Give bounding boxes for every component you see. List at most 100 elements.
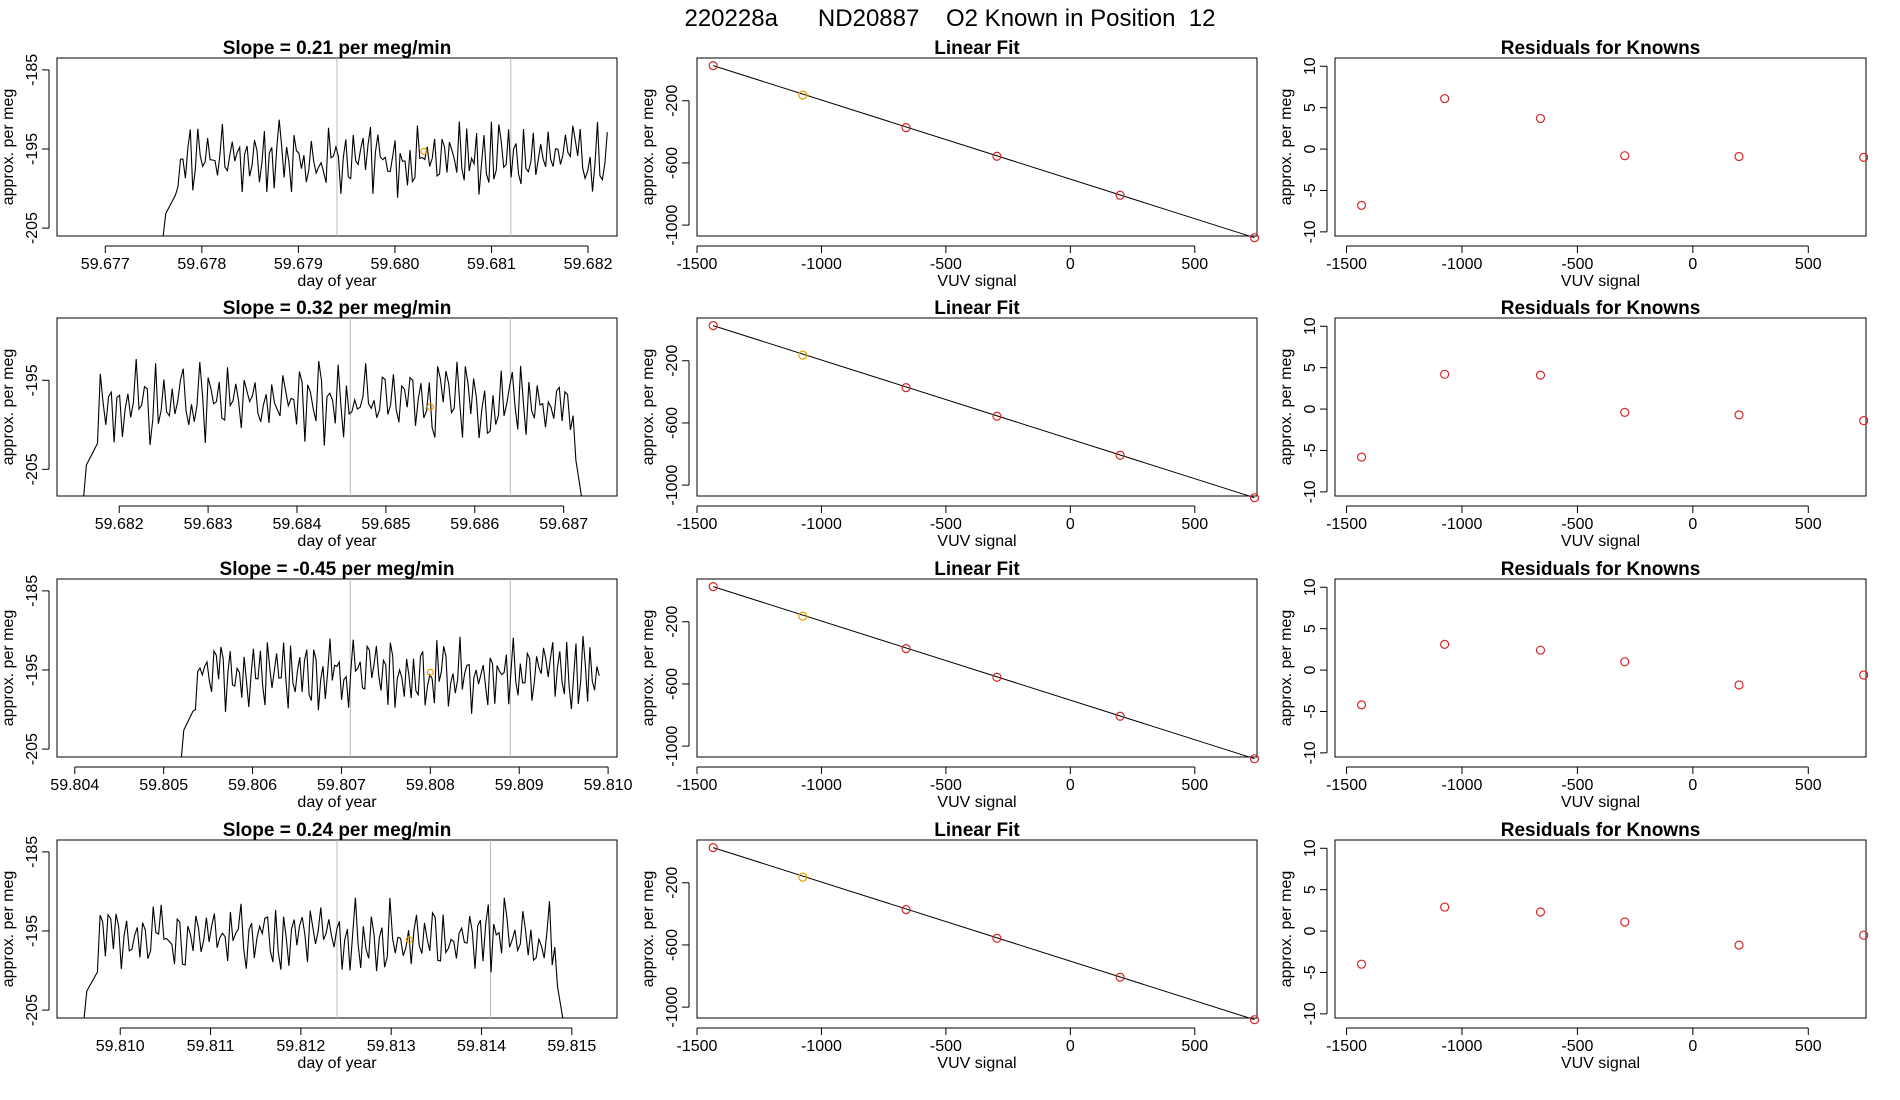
- x-tick-label: -1500: [677, 777, 718, 794]
- plot-frame: [1334, 839, 1867, 1019]
- series-line: [162, 119, 608, 237]
- y-tick-label: -600: [664, 147, 681, 179]
- x-tick-label: 500: [1181, 516, 1208, 533]
- x-tick-label: 0: [1066, 777, 1075, 794]
- data-point: [901, 644, 911, 654]
- x-tick-label: 59.810: [96, 1038, 145, 1055]
- panel-title: Slope = 0.32 per meg/min: [223, 298, 452, 319]
- y-tick-label: -205: [24, 994, 41, 1026]
- y-axis: -200 -600 -1000: [664, 867, 690, 1028]
- panel-title: Linear Fit: [934, 559, 1020, 580]
- x-tick-label: 500: [1181, 256, 1208, 273]
- data-point: [1115, 190, 1125, 200]
- data-point: [708, 61, 718, 71]
- residual-point: [1535, 645, 1546, 655]
- y-axis: -195 -205: [24, 364, 50, 485]
- x-axis: -1500 -1000 -500 0 500: [1326, 245, 1822, 273]
- y-tick-label: -185: [24, 575, 41, 607]
- y-tick-label: -200: [664, 345, 681, 377]
- y-axis-label: approx. per meg: [1278, 89, 1295, 206]
- y-tick-label: -5: [1302, 965, 1319, 979]
- fit-line: [713, 847, 1255, 1021]
- x-axis-label: VUV signal: [937, 273, 1016, 290]
- y-tick-label: -10: [1302, 1002, 1319, 1025]
- x-tick-label: 0: [1688, 256, 1697, 273]
- x-tick-label: -1500: [677, 1038, 718, 1055]
- y-axis-label: approx. per meg: [640, 610, 657, 727]
- x-tick-label: 0: [1066, 516, 1075, 533]
- residual-point: [1356, 959, 1367, 969]
- x-tick-label: -1000: [801, 1038, 842, 1055]
- x-tick-label: -1500: [1326, 1038, 1367, 1055]
- x-tick-label: 59.682: [564, 256, 613, 273]
- data-point: [1249, 754, 1260, 764]
- x-axis: 59.682 59.683 59.684 59.685 59.686 59.687: [95, 505, 588, 533]
- data-point: [992, 151, 1002, 161]
- y-tick-label: -10: [1302, 480, 1319, 503]
- plot-frame: [696, 578, 1258, 758]
- x-tick-label: -500: [930, 777, 962, 794]
- panel-line-row-2: Slope = 0.32 per meg/min 59.682 59.683 59.6…: [0, 298, 618, 550]
- y-axis: -185 -195 -205: [24, 54, 50, 244]
- y-axis-label: approx. per meg: [0, 89, 17, 206]
- x-tick-label: 500: [1795, 516, 1822, 533]
- x-tick-label: -1000: [1442, 256, 1483, 273]
- x-tick-label: -1500: [677, 516, 718, 533]
- panel-linear_fit-row-3: Linear Fit -1500 -1000 -500 0 500 VUV signal -2…: [640, 559, 1260, 811]
- x-tick-label: -500: [1561, 777, 1593, 794]
- data-point: [901, 383, 911, 393]
- x-axis-label: day of year: [297, 794, 377, 811]
- panel-title: Slope = 0.24 per meg/min: [223, 820, 452, 841]
- panel-scatter-row-3: Residuals for Knowns -1500 -1000 -500 0 500 VU…: [1278, 559, 1869, 811]
- y-axis-label: approx. per meg: [1278, 610, 1295, 727]
- x-axis: -1500 -1000 -500 0 500: [1326, 505, 1822, 533]
- panel-linear_fit-row-2: Linear Fit -1500 -1000 -500 0 500 VUV signal -2…: [640, 298, 1260, 550]
- panel-scatter-row-4: Residuals for Knowns -1500 -1000 -500 0 500 VU…: [1278, 820, 1869, 1072]
- y-tick-label: -200: [664, 867, 681, 899]
- residual-point: [1535, 370, 1546, 380]
- plot-frame: [696, 57, 1258, 237]
- y-axis-label: approx. per meg: [0, 349, 17, 466]
- y-tick-label: 10: [1302, 839, 1319, 857]
- x-axis-label: day of year: [297, 1055, 377, 1072]
- y-tick-label: 5: [1302, 363, 1319, 372]
- fit-line: [713, 325, 1255, 499]
- y-axis: -200 -600 -1000: [664, 606, 690, 767]
- y-tick-label: -1000: [664, 205, 681, 246]
- series-line: [83, 358, 582, 497]
- x-tick-label: 59.686: [450, 516, 499, 533]
- data-point: [1115, 972, 1125, 982]
- y-tick-label: -10: [1302, 741, 1319, 764]
- data-point: [1249, 1015, 1260, 1025]
- y-tick-label: -185: [24, 836, 41, 868]
- y-tick-label: -5: [1302, 443, 1319, 457]
- data-point: [708, 843, 718, 853]
- y-tick-label: -195: [24, 915, 41, 947]
- x-tick-label: -1000: [801, 777, 842, 794]
- y-axis: 10 5 0 -5 -10: [1302, 578, 1328, 764]
- panel-scatter-row-1: Residuals for Knowns -1500 -1000 -500 0 500 VU…: [1278, 38, 1869, 290]
- y-axis: -200 -600 -1000: [664, 85, 690, 246]
- series-line: [180, 635, 600, 758]
- x-tick-label: 59.811: [187, 1038, 235, 1055]
- residual-point: [1440, 369, 1450, 379]
- residual-point: [1440, 639, 1450, 650]
- residual-point: [1734, 410, 1744, 420]
- y-tick-label: -195: [24, 654, 41, 686]
- plot-frame: [56, 578, 618, 758]
- y-axis: 10 5 0 -5 -10: [1302, 57, 1328, 243]
- y-tick-label: 0: [1302, 145, 1319, 154]
- residual-point: [1535, 113, 1546, 124]
- residual-point: [1734, 680, 1744, 690]
- x-tick-label: -1000: [1442, 777, 1483, 794]
- data-point: [992, 672, 1002, 682]
- x-axis: -1500 -1000 -500 0 500: [1326, 766, 1822, 794]
- y-tick-label: 10: [1302, 57, 1319, 75]
- data-point: [708, 582, 718, 592]
- highlight-point: [405, 936, 413, 944]
- highlight-point: [420, 147, 428, 155]
- residual-point: [1859, 416, 1869, 426]
- y-tick-label: 5: [1302, 624, 1319, 633]
